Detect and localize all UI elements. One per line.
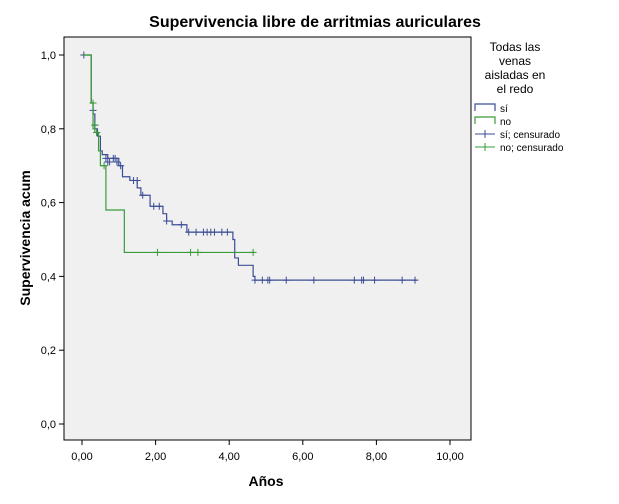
censor-mark — [100, 162, 108, 170]
y-axis-label: Supervivencia acum — [17, 170, 33, 305]
censor-mark — [89, 99, 97, 107]
legend-title-line: aisladas en — [485, 68, 546, 82]
y-tick-label: 0,6 — [41, 198, 56, 210]
censor-mark — [117, 162, 125, 170]
x-axis: 0,00 2,00 4,00 6,00 8,00 10,00 — [71, 440, 464, 463]
censor-mark — [153, 248, 161, 256]
censor-mark — [371, 276, 379, 284]
legend: Todas las venas aisladas en el redo sí no… — [474, 40, 564, 154]
censor-mark — [350, 276, 358, 284]
censor-mark — [187, 248, 195, 256]
y-tick-label: 0,0 — [41, 419, 56, 431]
censor-mark — [177, 221, 185, 229]
series-group — [80, 51, 419, 284]
y-tick-label: 0,8 — [41, 124, 56, 136]
x-tick-label: 0,00 — [71, 451, 92, 463]
series-line-si — [82, 54, 417, 281]
censor-mark — [185, 228, 193, 236]
plot-area — [63, 36, 472, 441]
censor-mark — [139, 191, 147, 199]
censor-mark — [106, 158, 114, 166]
censor-mark — [282, 276, 290, 284]
censor-mark — [194, 248, 202, 256]
legend-item-label: sí — [500, 104, 508, 115]
legend-title-line: venas — [499, 54, 531, 68]
x-tick-label: 8,00 — [366, 451, 387, 463]
censor-mark — [155, 202, 163, 210]
censor-mark — [266, 276, 274, 284]
legend-swatch — [474, 116, 496, 124]
censor-mark — [249, 248, 257, 256]
legend-title-line: el redo — [497, 82, 534, 96]
censor-mark — [223, 228, 231, 236]
x-tick-label: 4,00 — [218, 451, 239, 463]
censor-mark — [91, 121, 99, 129]
legend-title-line: Todas las — [490, 40, 541, 54]
legend-censor-swatch — [475, 130, 495, 138]
censor-mark — [163, 217, 171, 225]
y-tick-label: 1,0 — [41, 50, 56, 62]
censor-mark — [398, 276, 406, 284]
legend-swatch — [474, 103, 496, 111]
censor-mark — [111, 154, 119, 162]
censor-mark — [113, 158, 121, 166]
censor-mark — [192, 228, 200, 236]
censor-mark — [102, 154, 110, 162]
censor-mark — [210, 228, 218, 236]
x-tick-label: 10,00 — [436, 451, 464, 463]
censor-mark — [310, 276, 318, 284]
censor-mark — [133, 176, 141, 184]
legend-item-label: sí; censurado — [500, 130, 560, 141]
y-tick-label: 0,4 — [41, 271, 56, 283]
legend-item-label: no — [500, 117, 512, 128]
chart-title: Supervivencia libre de arritmias auricul… — [149, 14, 481, 31]
y-axis: 0,0 0,2 0,4 0,6 0,8 1,0 — [41, 50, 64, 431]
legend-censor-swatch — [475, 143, 495, 151]
censor-mark — [360, 276, 368, 284]
x-tick-label: 6,00 — [292, 451, 313, 463]
y-tick-label: 0,2 — [41, 345, 56, 357]
censor-mark — [251, 276, 259, 284]
legend-item-label: no; censurado — [500, 143, 564, 154]
x-axis-label: Años — [249, 473, 284, 489]
censor-mark — [411, 276, 419, 284]
censor-mark — [93, 128, 101, 136]
x-tick-label: 2,00 — [145, 451, 166, 463]
